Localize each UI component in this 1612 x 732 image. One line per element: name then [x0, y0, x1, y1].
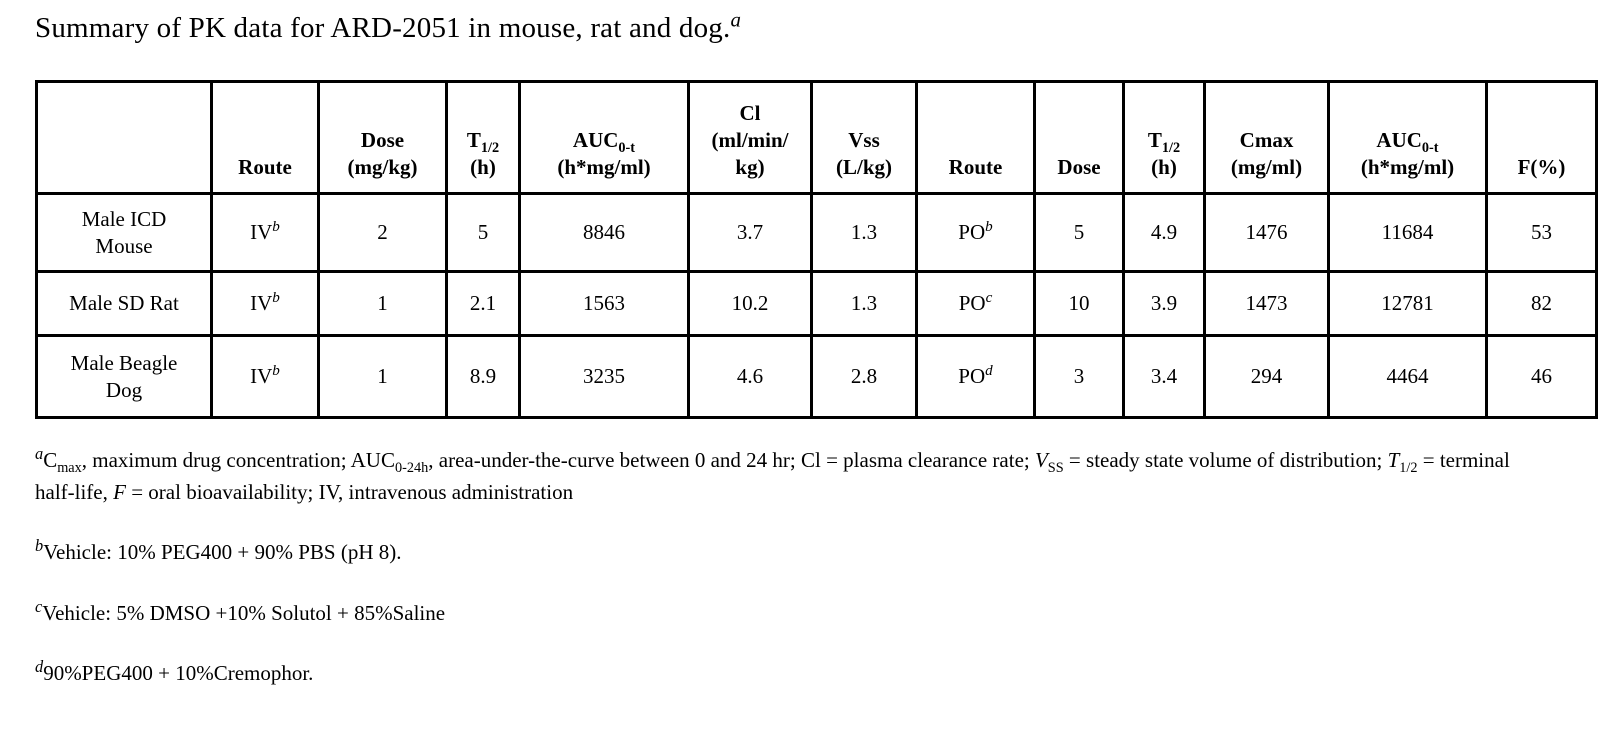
col-header-species — [35, 80, 213, 195]
footnote-b: bVehicle: 10% PEG400 + 90% PBS (pH 8). — [35, 536, 402, 564]
col-header-dose-po: Dose — [1033, 80, 1125, 195]
cell-iv-auc: 3235 — [518, 334, 690, 419]
footnote-c: cVehicle: 5% DMSO +10% Solutol + 85%Sali… — [35, 596, 446, 625]
cell-f: 53 — [1485, 192, 1598, 273]
cell-species: Male SD Rat — [35, 270, 213, 337]
footnote-a: aCmax, maximum drug concentration; AUC0-… — [35, 444, 1510, 504]
table-row-mouse: Male ICD Mouse IVb 2 5 8846 3.7 1.3 POb 5… — [35, 192, 1598, 273]
cell-po-dose: 3 — [1033, 334, 1125, 419]
cell-cmax: 1473 — [1203, 270, 1330, 337]
cell-cl: 3.7 — [687, 192, 813, 273]
cell-iv-dose: 1 — [317, 270, 448, 337]
cell-iv-t12: 2.1 — [445, 270, 521, 337]
table-row-dog: Male Beagle Dog IVb 1 8.9 3235 4.6 2.8 PO… — [35, 334, 1598, 419]
col-header-t12-iv: T1/2 (h) — [445, 80, 521, 195]
cell-vss: 1.3 — [810, 270, 918, 337]
footnote-d: d90%PEG400 + 10%Cremophor. — [35, 657, 314, 685]
pk-summary-table: Route Dose (mg/kg) T1/2 (h) AUC0-t (h*mg/ml… — [35, 80, 1598, 419]
cell-cmax: 294 — [1203, 334, 1330, 419]
cell-po-auc: 12781 — [1327, 270, 1488, 337]
cell-iv-t12: 8.9 — [445, 334, 521, 419]
cell-vss: 1.3 — [810, 192, 918, 273]
cell-iv-t12: 5 — [445, 192, 521, 273]
cell-iv-auc: 1563 — [518, 270, 690, 337]
col-header-cl: Cl (ml/min/kg) — [687, 80, 813, 195]
cell-po-route: POd — [915, 334, 1036, 419]
cell-iv-auc: 8846 — [518, 192, 690, 273]
cell-iv-dose: 1 — [317, 334, 448, 419]
cell-po-route: POb — [915, 192, 1036, 273]
cell-species: Male ICD Mouse — [35, 192, 213, 273]
col-header-cmax: Cmax (mg/ml) — [1203, 80, 1330, 195]
col-header-f: F(%) — [1485, 80, 1598, 195]
col-header-dose-iv: Dose (mg/kg) — [317, 80, 448, 195]
cell-po-t12: 3.9 — [1122, 270, 1206, 337]
col-header-route-iv: Route — [210, 80, 320, 195]
cell-po-dose: 10 — [1033, 270, 1125, 337]
cell-iv-route: IVb — [210, 270, 320, 337]
cell-cl: 10.2 — [687, 270, 813, 337]
cell-vss: 2.8 — [810, 334, 918, 419]
cell-f: 82 — [1485, 270, 1598, 337]
cell-iv-dose: 2 — [317, 192, 448, 273]
cell-cmax: 1476 — [1203, 192, 1330, 273]
cell-f: 46 — [1485, 334, 1598, 419]
cell-po-dose: 5 — [1033, 192, 1125, 273]
col-header-auc-iv: AUC0-t (h*mg/ml) — [518, 80, 690, 195]
col-header-route-po: Route — [915, 80, 1036, 195]
col-header-t12-po: T1/2 (h) — [1122, 80, 1206, 195]
cell-iv-route: IVb — [210, 334, 320, 419]
footnotes: aCmax, maximum drug concentration; AUC0-… — [35, 445, 1535, 690]
cell-po-auc: 11684 — [1327, 192, 1488, 273]
col-header-auc-po: AUC0-t (h*mg/ml) — [1327, 80, 1488, 195]
cell-po-auc: 4464 — [1327, 334, 1488, 419]
cell-po-t12: 3.4 — [1122, 334, 1206, 419]
cell-cl: 4.6 — [687, 334, 813, 419]
col-header-vss: Vss (L/kg) — [810, 80, 918, 195]
cell-species: Male Beagle Dog — [35, 334, 213, 419]
table-row-rat: Male SD Rat IVb 1 2.1 1563 10.2 1.3 POc … — [35, 270, 1598, 337]
page-title: Summary of PK data for ARD-2051 in mouse… — [35, 7, 742, 44]
cell-po-t12: 4.9 — [1122, 192, 1206, 273]
header-row: Route Dose (mg/kg) T1/2 (h) AUC0-t (h*mg/ml… — [35, 80, 1598, 195]
cell-po-route: POc — [915, 270, 1036, 337]
cell-iv-route: IVb — [210, 192, 320, 273]
